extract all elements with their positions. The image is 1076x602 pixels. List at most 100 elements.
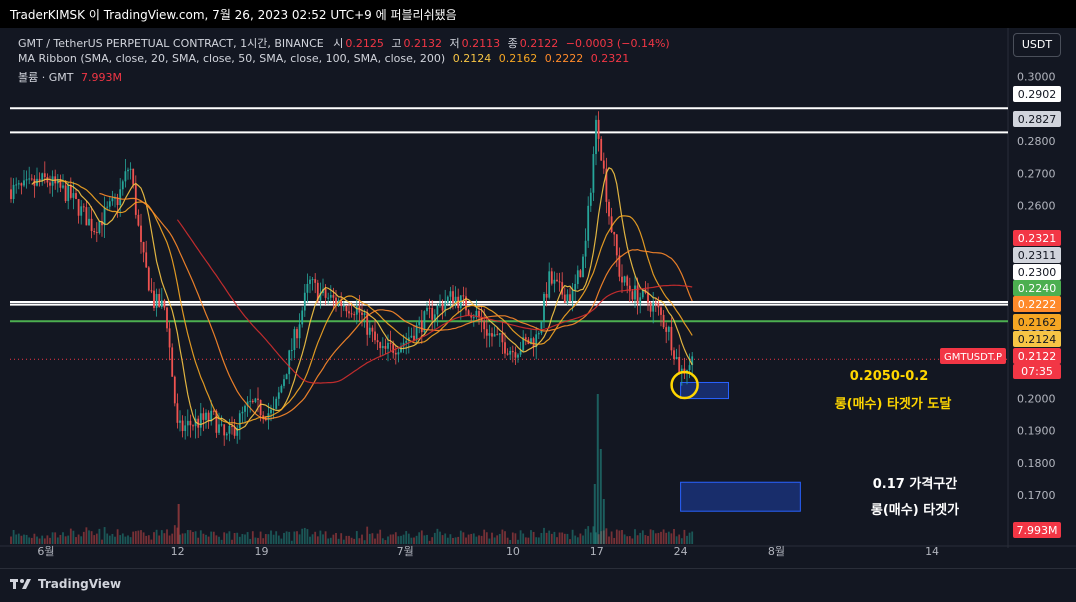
candle-body	[426, 307, 428, 312]
candle-body	[688, 365, 691, 371]
candle-body	[392, 343, 395, 353]
target-zone-1	[680, 381, 729, 400]
candle-body	[23, 180, 25, 186]
volume-bar	[101, 539, 103, 544]
volume-bar	[680, 538, 683, 544]
volume-bar	[485, 532, 488, 544]
candle-body	[660, 307, 662, 315]
volume-bar	[340, 533, 343, 544]
volume-bar	[220, 539, 223, 544]
candle-body	[449, 291, 452, 297]
volume-bar	[488, 538, 491, 544]
volume-bar	[80, 536, 83, 544]
ohlc-close-value: 0.2122	[519, 37, 559, 50]
y-tick-label: 0.3000	[1017, 71, 1056, 84]
candle-body	[631, 291, 634, 300]
tradingview-brand: TradingView	[38, 577, 122, 591]
candle-body	[251, 400, 254, 403]
symbol-title: GMT / TetherUS PERPETUAL CONTRACT, 1시간, …	[18, 37, 324, 50]
volume-bar	[272, 534, 275, 544]
volume-bar	[462, 532, 465, 544]
volume-bar	[137, 530, 140, 544]
volume-bar	[303, 527, 306, 544]
volume-bar	[436, 528, 439, 544]
volume-bar	[519, 530, 522, 544]
candle-body	[639, 297, 642, 304]
volume-bar	[688, 532, 691, 544]
candle-body	[75, 193, 77, 199]
volume-bar	[251, 531, 254, 544]
candle-body	[657, 303, 660, 308]
ma-ribbon-legend[interactable]: MA Ribbon (SMA, close, 20, SMA, close, 5…	[18, 52, 629, 65]
volume-bar	[153, 532, 155, 544]
volume-bar	[449, 534, 452, 544]
candle-body	[220, 424, 223, 426]
candle-body	[342, 305, 345, 307]
volume-bar	[441, 535, 444, 544]
volume-bar	[654, 533, 657, 544]
volume-bar	[444, 533, 447, 544]
volume-bar	[446, 537, 449, 544]
y-tick-label: 0.1900	[1017, 425, 1056, 438]
volume-bar	[212, 531, 215, 544]
tradingview-logo[interactable]: TradingView	[10, 577, 121, 591]
candle-body	[535, 334, 538, 348]
candle-body	[623, 276, 626, 283]
volume-bar	[540, 532, 543, 544]
candle-body	[441, 303, 444, 311]
candle-body	[597, 119, 600, 139]
volume-bar	[46, 535, 49, 544]
volume-bar	[257, 537, 259, 544]
candle-body	[160, 300, 163, 307]
volume-bar	[610, 531, 613, 544]
candle-body	[498, 333, 501, 335]
volume-bar	[129, 537, 132, 544]
candle-body	[259, 399, 262, 416]
volume-bar	[15, 534, 18, 544]
volume-bar	[166, 529, 168, 544]
volume-bar	[511, 532, 514, 544]
currency-button[interactable]: USDT	[1013, 33, 1061, 57]
price-tag-label: 0.2311	[1018, 249, 1057, 262]
volume-bar	[322, 534, 324, 544]
ma-line-3	[99, 192, 693, 420]
price-tag-label: 0.2222	[1018, 298, 1057, 311]
volume-bar	[56, 537, 59, 544]
volume-bar	[467, 534, 470, 544]
candle-body	[415, 325, 418, 341]
price-chart[interactable]: 0.30000.28000.27000.26000.25000.24000.22…	[0, 28, 1076, 568]
price-tag	[1013, 280, 1061, 296]
volume-bar	[17, 533, 20, 544]
ohlc-low-value: 0.2113	[461, 37, 501, 50]
volume-bar	[306, 529, 309, 544]
volume-legend[interactable]: 볼륨 · GMT 7.993M	[18, 69, 122, 85]
tradingview-icon	[10, 579, 31, 589]
volume-bar	[550, 533, 553, 544]
candle-body	[28, 178, 31, 180]
candle-body	[566, 294, 569, 303]
volume-bar	[366, 526, 369, 544]
volume-bar	[225, 533, 228, 544]
volume-bar	[43, 538, 46, 544]
price-tag-label: 0.2827	[1018, 113, 1057, 126]
ma-ribbon-title: MA Ribbon (SMA, close, 20, SMA, close, 5…	[18, 52, 446, 65]
volume-spike	[596, 394, 599, 544]
candle-body	[319, 293, 322, 301]
chart-area[interactable]	[0, 28, 1076, 568]
candle-body	[218, 424, 220, 433]
candle-body	[285, 374, 288, 380]
candle-body	[626, 276, 629, 286]
volume-bar	[483, 529, 486, 544]
candle-body	[446, 296, 449, 303]
volume-bar	[77, 534, 80, 544]
volume-bar	[36, 536, 38, 544]
volume-bar	[548, 530, 551, 544]
volume-bar	[67, 535, 70, 544]
candle-body	[413, 335, 415, 341]
volume-bar	[379, 529, 382, 544]
candle-body	[67, 185, 70, 202]
volume-bar	[532, 531, 535, 544]
candle-body	[192, 425, 194, 427]
candle-body	[654, 302, 657, 304]
volume-bar	[426, 534, 428, 544]
